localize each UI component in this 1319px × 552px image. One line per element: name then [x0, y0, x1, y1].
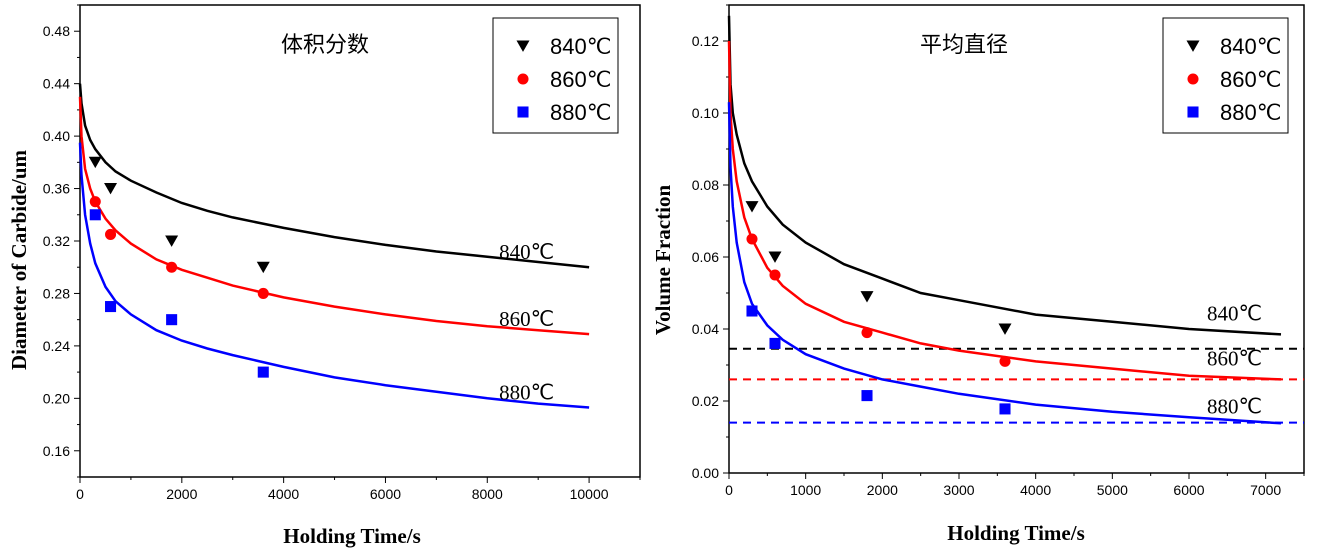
plot-area-frame: [728, 4, 1305, 474]
y-tick-label: 0.00: [692, 465, 719, 481]
legend-box: [1162, 17, 1289, 134]
x-tick-label: 10000: [570, 486, 609, 502]
data-point: [999, 355, 1011, 367]
data-point: [166, 314, 178, 326]
curve-label: 840℃: [499, 240, 554, 264]
data-point: [104, 183, 118, 195]
data-point: [89, 209, 101, 221]
fit-curve: [727, 40, 1282, 381]
x-tick-label: 2000: [166, 486, 197, 502]
y-tick-label: 0.12: [692, 33, 719, 49]
y-tick-label: 0.02: [692, 393, 719, 409]
data-point: [769, 269, 781, 281]
fit-curve: [78, 83, 590, 269]
x-tick-label: 7000: [1250, 482, 1281, 498]
x-axis-label: Holding Time/s: [947, 521, 1085, 545]
curve-label: 860℃: [1207, 346, 1262, 370]
x-tick-label: 1000: [790, 482, 821, 498]
data-point: [768, 251, 782, 263]
data-point: [88, 156, 102, 169]
data-point: [166, 261, 178, 273]
y-tick-label: 0.06: [692, 249, 719, 265]
chart-diameter-panel: 体积分数 Holding Time/s Diameter of Carbide/…: [7, 4, 641, 548]
fit-curve: [727, 15, 1282, 336]
legend-box: [492, 17, 619, 134]
legend-marker: [1187, 73, 1199, 85]
data-point: [861, 390, 873, 402]
y-tick-label: 0.36: [43, 181, 70, 197]
y-tick-label: 0.08: [692, 177, 719, 193]
data-point: [165, 235, 179, 247]
y-tick-label: 0.20: [43, 390, 70, 406]
chart-title: 体积分数: [281, 33, 369, 58]
fit-curve: [727, 102, 1282, 425]
data-point: [860, 291, 874, 303]
x-tick-label: 8000: [472, 486, 503, 502]
chart-title: 平均直径: [920, 33, 1008, 58]
legend-marker: [517, 73, 529, 85]
data-point: [999, 403, 1011, 415]
data-point: [746, 233, 758, 245]
curve-label: 880℃: [499, 381, 554, 405]
legend-marker: [517, 106, 529, 118]
legend-label: 840℃: [550, 34, 611, 59]
legend-label: 880℃: [550, 100, 611, 125]
fit-curve: [78, 142, 590, 409]
chart-volume-fraction-panel: 平均直径 Holding Time/s Volume Fraction 0 100…: [651, 4, 1305, 545]
x-tick-label: 0: [725, 482, 733, 498]
x-axis-label: Holding Time/s: [283, 524, 421, 548]
legend-marker: [516, 40, 530, 52]
curve-label: 880℃: [1207, 394, 1262, 418]
y-tick-label: 0.28: [43, 285, 70, 301]
legend-label: 840℃: [1220, 34, 1281, 59]
x-tick-label: 0: [76, 486, 84, 502]
data-point: [257, 366, 269, 378]
fit-curve: [78, 96, 590, 336]
legend-label: 880℃: [1220, 100, 1281, 125]
legend-marker: [1187, 106, 1199, 118]
legend: [1162, 17, 1289, 134]
y-tick-label: 0.32: [43, 233, 70, 249]
x-tick-label: 5000: [1097, 482, 1128, 498]
data-point: [257, 287, 269, 299]
x-tick-label: 6000: [370, 486, 401, 502]
y-tick-label: 0.44: [43, 76, 70, 92]
x-tick-label: 2000: [867, 482, 898, 498]
curve-label: 840℃: [1207, 301, 1262, 325]
data-point: [105, 228, 117, 240]
data-point: [105, 301, 117, 313]
data-point: [746, 305, 758, 317]
legend-label: 860℃: [550, 67, 611, 92]
data-point: [89, 196, 101, 208]
y-tick-label: 0.40: [43, 128, 70, 144]
y-tick-label: 0.04: [692, 321, 719, 337]
data-point: [769, 337, 781, 349]
y-tick-label: 0.24: [43, 338, 70, 354]
y-tick-label: 0.48: [43, 23, 70, 39]
legend: [492, 17, 619, 134]
data-point: [745, 201, 759, 213]
x-tick-label: 4000: [1020, 482, 1051, 498]
data-point: [998, 323, 1012, 335]
y-tick-label: 0.10: [692, 105, 719, 121]
legend-label: 860℃: [1220, 67, 1281, 92]
y-tick-label: 0.16: [43, 443, 70, 459]
legend-marker: [1186, 40, 1200, 52]
y-axis-label: Volume Fraction: [651, 185, 675, 336]
data-point: [861, 327, 873, 339]
x-tick-label: 3000: [943, 482, 974, 498]
data-point: [256, 261, 270, 274]
curve-label: 860℃: [499, 307, 554, 331]
x-tick-label: 6000: [1173, 482, 1204, 498]
x-tick-label: 4000: [268, 486, 299, 502]
y-axis-label: Diameter of Carbide/um: [7, 149, 31, 370]
